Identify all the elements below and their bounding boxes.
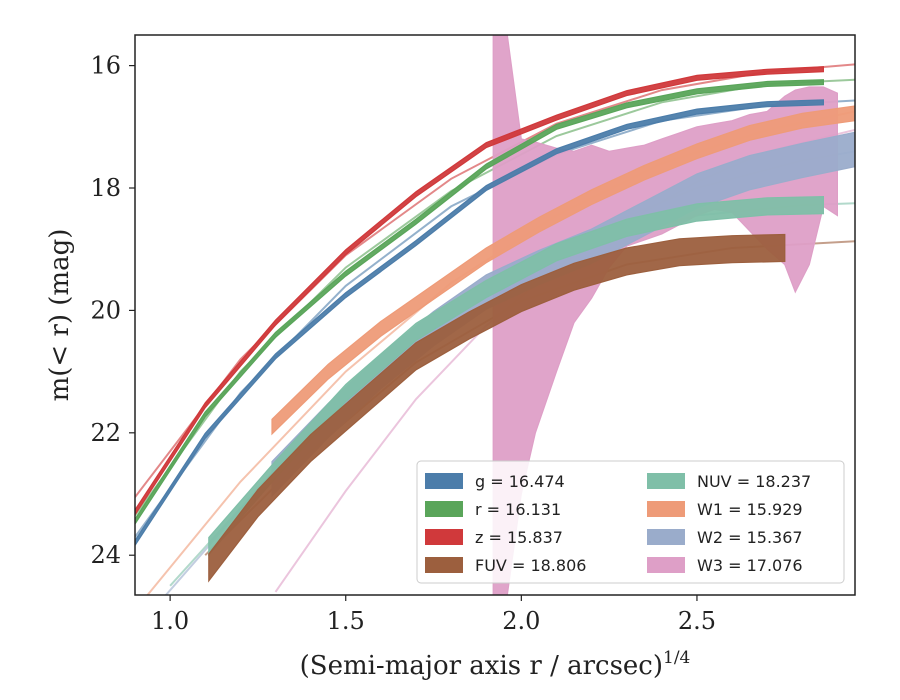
- x-axis-label: (Semi-major axis r / arcsec)1/4: [300, 648, 691, 681]
- y-tick-label: 20: [90, 296, 121, 324]
- legend-label-w1: W1 = 15.929: [697, 500, 803, 519]
- x-axis-label-main: (Semi-major axis r / arcsec): [300, 651, 663, 681]
- profile-band-fuv: [208, 233, 786, 583]
- y-tick-label: 22: [90, 419, 121, 447]
- profile-band-w1: [271, 105, 855, 436]
- legend-label-g: g = 16.474: [475, 472, 565, 491]
- legend: g = 16.474 r = 16.131 z = 15.837 FUV = 18.8…: [416, 460, 845, 584]
- legend-swatch-fuv: [425, 557, 463, 573]
- legend-label-nuv: NUV = 18.237: [697, 472, 811, 491]
- legend-swatch-w3: [647, 557, 685, 573]
- legend-swatch-g: [425, 473, 463, 489]
- y-tick-label: 16: [90, 52, 121, 80]
- y-tick-label: 18: [90, 174, 121, 202]
- legend-box: [416, 460, 845, 584]
- profile-band-z: [135, 66, 824, 516]
- plot-frame: [134, 34, 856, 596]
- x-tick-label: 2.0: [502, 607, 540, 635]
- y-axis-label: m(< r) (mag): [45, 229, 75, 402]
- legend-label-z: z = 15.837: [475, 528, 563, 547]
- legend-swatch-z: [425, 529, 463, 545]
- profile-band-g: [135, 99, 824, 547]
- profile-band-nuv: [208, 195, 824, 557]
- legend-label-w3: W3 = 17.076: [697, 556, 803, 575]
- x-tick-label: 1.0: [151, 607, 189, 635]
- legend-swatch-r: [425, 501, 463, 517]
- profile-band-r: [135, 79, 824, 526]
- x-tick-label: 2.5: [678, 607, 716, 635]
- x-axis-label-superscript: 1/4: [663, 648, 690, 668]
- legend-swatch-w2: [647, 529, 685, 545]
- legend-label-fuv: FUV = 18.806: [475, 556, 586, 575]
- legend-label-r: r = 16.131: [475, 500, 561, 519]
- plot-area: [135, 35, 855, 595]
- x-tick-label: 1.5: [327, 607, 365, 635]
- axes: 1.0 1.5 2.0 2.5 16 18 20 22 24: [90, 52, 716, 635]
- legend-label-w2: W2 = 15.367: [697, 528, 803, 547]
- legend-swatch-nuv: [647, 473, 685, 489]
- legend-swatch-w1: [647, 501, 685, 517]
- y-tick-label: 24: [90, 541, 121, 569]
